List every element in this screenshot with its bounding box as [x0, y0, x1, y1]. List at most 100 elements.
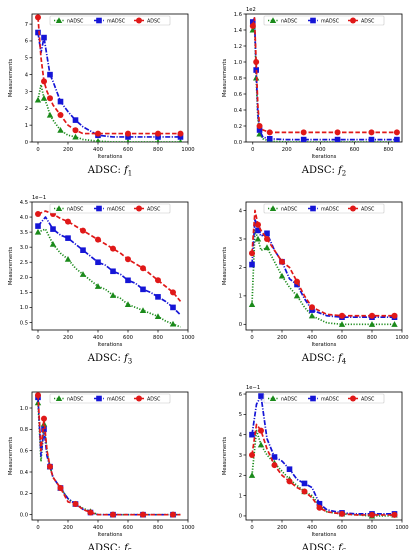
x-tick-label: 800: [367, 525, 377, 531]
y-tick-label: 0.0: [234, 140, 242, 146]
legend-label: mADSC: [107, 206, 126, 212]
plot-frame: [31, 391, 189, 521]
series-line-ADSC: [251, 209, 395, 317]
y-tick-label: 7: [25, 22, 28, 28]
data-point: [110, 511, 116, 518]
data-point: [249, 451, 255, 458]
data-point: [264, 235, 270, 242]
panel-caption: ADSC: f5: [87, 543, 132, 550]
axis-scale-label: 1e−1: [32, 195, 46, 201]
y-tick-label: 3: [239, 453, 242, 459]
y-axis-label: Measurements: [8, 247, 14, 286]
data-point: [155, 134, 161, 140]
data-point: [301, 480, 308, 487]
x-tick-label: 800: [383, 147, 393, 153]
y-tick-label: 0: [25, 140, 28, 146]
data-point: [155, 130, 161, 137]
data-point: [72, 127, 79, 134]
data-point: [125, 130, 131, 137]
data-point: [140, 511, 146, 518]
legend-label: ADSC: [147, 396, 161, 402]
panel-caption: ADSC: f1: [87, 165, 132, 178]
y-tick-label: 0.2: [234, 124, 242, 130]
data-point: [46, 111, 54, 118]
y-tick-label: 4: [239, 432, 243, 438]
y-tick-label: 3.5: [20, 230, 28, 236]
series-ADSC: [35, 392, 181, 518]
data-point: [255, 221, 261, 228]
legend-label: ADSC: [361, 206, 375, 212]
x-axis-label: Iterations: [312, 532, 337, 538]
data-point: [140, 286, 146, 293]
data-point: [50, 226, 56, 232]
data-point: [110, 268, 116, 275]
data-point: [339, 312, 345, 319]
y-tick-label: 0.4: [20, 470, 29, 476]
series-ADSC: [35, 14, 184, 137]
panel-caption: ADSC: f2: [301, 165, 346, 178]
series-mADSC: [35, 29, 184, 140]
legend-label: nADSC: [281, 206, 298, 212]
data-point: [125, 134, 131, 140]
x-tick-label: 800: [367, 335, 377, 341]
data-point: [80, 247, 86, 253]
data-point: [339, 510, 345, 517]
series-line-mADSC: [251, 395, 395, 515]
data-point: [266, 129, 273, 136]
y-tick-label: 0.6: [234, 92, 242, 98]
y-tick-label: 3: [239, 237, 242, 243]
series-mADSC: [35, 394, 181, 518]
legend-label: ADSC: [361, 18, 375, 24]
data-point: [95, 137, 101, 142]
data-point: [47, 463, 53, 470]
y-tick-label: 0.8: [234, 76, 242, 82]
y-tick-label: 1.6: [234, 12, 242, 18]
x-axis-label: Iterations: [98, 154, 123, 160]
x-tick-label: 200: [63, 525, 73, 531]
x-tick-label: 400: [307, 335, 317, 341]
data-point: [57, 98, 64, 105]
data-point: [170, 304, 176, 311]
x-tick-label: 600: [337, 525, 347, 531]
series-ADSC: [35, 210, 182, 302]
data-point: [177, 130, 184, 137]
caption-prefix: ADSC:: [87, 353, 124, 364]
x-tick-label: 200: [277, 335, 287, 341]
y-tick-label: 1.2: [234, 44, 242, 50]
x-tick-label: 800: [153, 525, 163, 531]
y-axis-label: Measurements: [8, 59, 14, 98]
series-line-mADSC: [37, 397, 181, 516]
legend-marker: [96, 205, 102, 212]
data-point: [41, 78, 47, 85]
data-point: [155, 294, 161, 300]
data-point: [35, 29, 41, 36]
x-tick-label: 0: [36, 525, 39, 531]
data-point: [154, 313, 162, 320]
x-tick-label: 600: [337, 335, 347, 341]
chart-panel-6: 0 200 400 600 800 1000 0 1 2 3 4 5 6 1e−1 Iterations Me…: [222, 385, 409, 550]
caption-subscript: 1: [128, 170, 132, 178]
data-point: [249, 250, 255, 257]
data-point: [57, 485, 64, 491]
data-point: [271, 462, 278, 469]
data-point: [65, 218, 71, 225]
plot-frame: [245, 201, 403, 331]
x-tick-label: 600: [123, 147, 133, 153]
legend-marker: [136, 395, 142, 402]
series-nADSC: [34, 83, 183, 142]
data-point: [177, 134, 184, 140]
y-tick-label: 1: [239, 493, 242, 499]
data-point: [334, 136, 341, 142]
data-point: [109, 292, 117, 298]
x-tick-label: 0: [36, 147, 39, 153]
data-point: [47, 71, 53, 78]
legend: nADSC mADSC ADSC: [263, 203, 385, 214]
series-line-ADSC: [251, 423, 395, 516]
y-axis-label: Measurements: [222, 247, 228, 286]
y-tick-label: 3.0: [20, 245, 28, 251]
series-line-mADSC: [251, 218, 395, 319]
data-point: [178, 138, 183, 142]
x-axis-label: Iterations: [312, 154, 337, 160]
chart-panel-2: 0 200 400 600 800 0.0 0.2 0.4 0.6 0.8 1.0 1.2 1.4 1.6…: [222, 7, 403, 178]
plot-frame: [245, 13, 403, 143]
